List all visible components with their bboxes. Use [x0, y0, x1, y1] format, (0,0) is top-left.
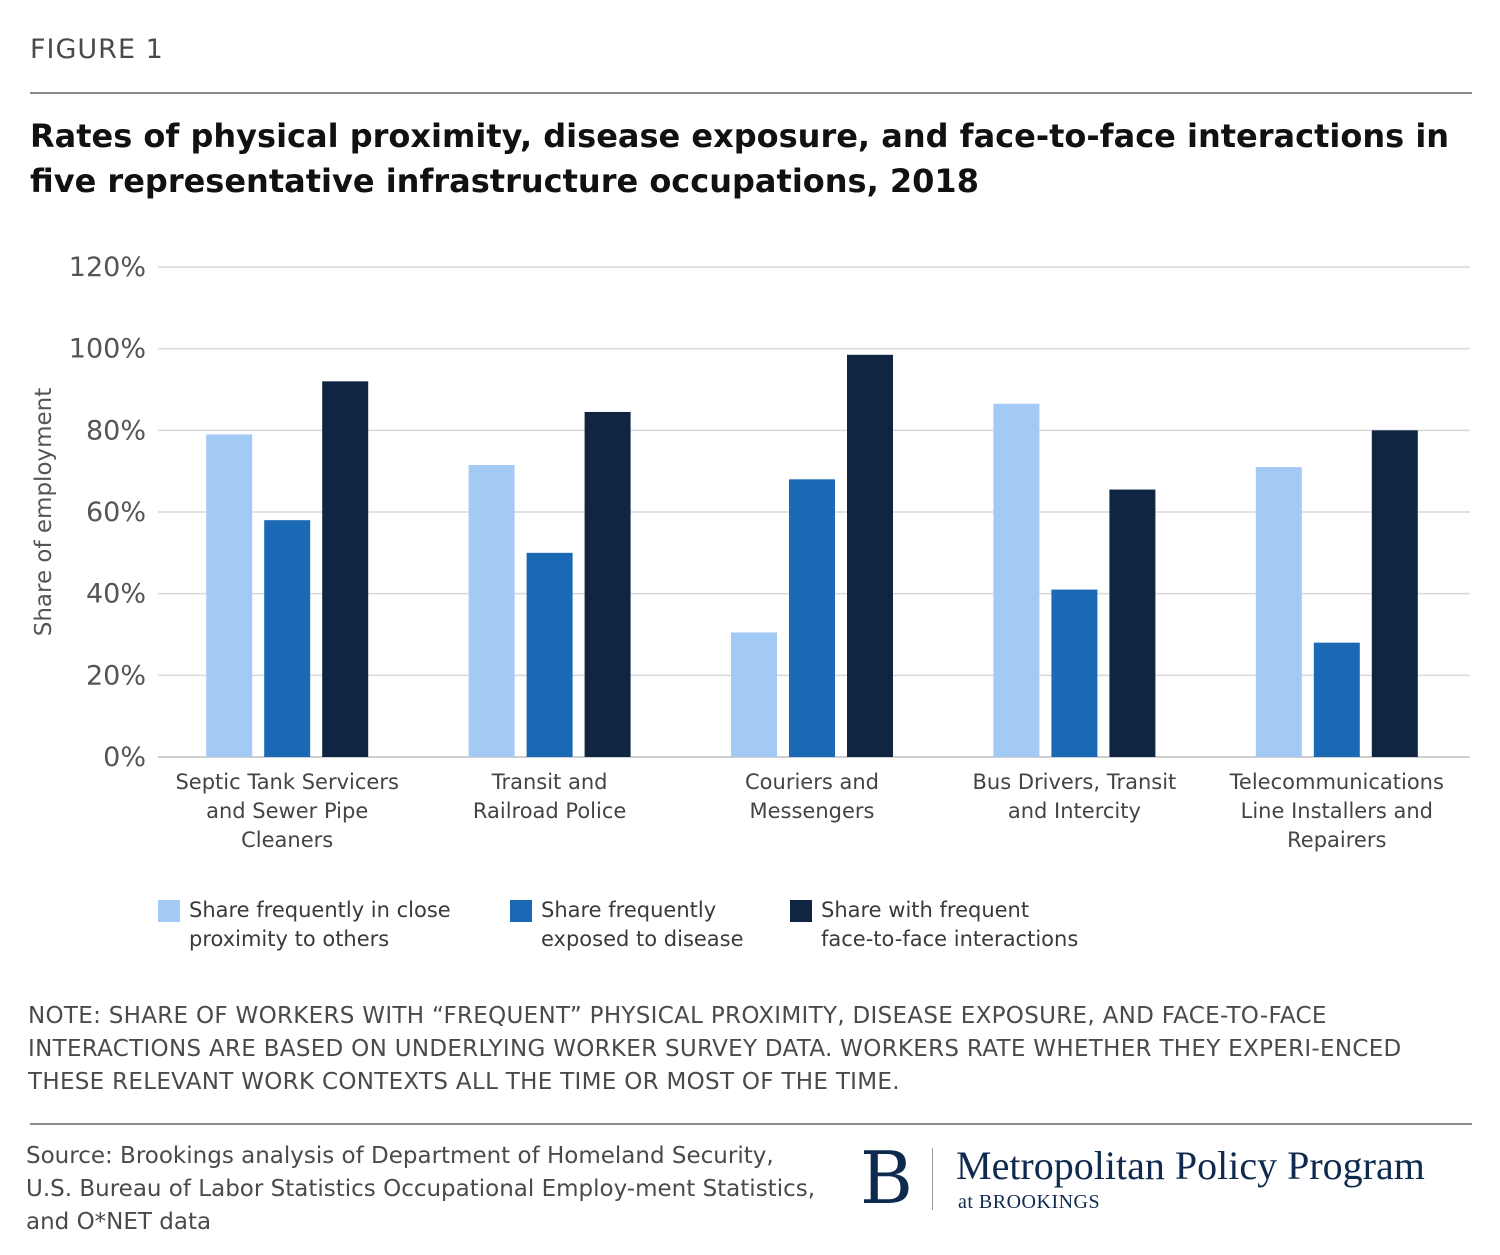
bar: [206, 434, 253, 757]
brookings-logo: B Metropolitan Policy Program at BROOKIN…: [860, 1136, 1480, 1222]
x-tick-label-line: Line Installers and: [1241, 799, 1433, 823]
bottom-divider: [30, 1123, 1472, 1125]
bar: [526, 552, 573, 757]
x-tick-label: Transit and Railroad Police: [473, 770, 626, 823]
x-tick-label-line: Couriers and: [745, 770, 879, 794]
figure-label: FIGURE 1: [30, 34, 164, 65]
bar: [731, 632, 777, 757]
y-tick-label: 0%: [103, 742, 146, 773]
bar-chart: 0% 20% 40% 60% 80% 100% 120% Share of employmen…: [31, 252, 1470, 852]
x-tick-label: Septic Tank Servicers and Sewer Pipe Clean…: [175, 770, 398, 852]
logo-separator: [932, 1148, 933, 1210]
bar: [584, 411, 631, 757]
legend-label: Share frequently in close proximity to ot…: [189, 896, 451, 954]
bar: [322, 381, 369, 757]
x-tick-label-line: Repairers: [1287, 828, 1386, 852]
y-tick-label: 20%: [86, 660, 146, 691]
y-tick-label: 100%: [69, 334, 146, 365]
chart-note: NOTE: SHARE OF WORKERS WITH “FREQUENT” P…: [28, 1003, 1402, 1095]
bar: [789, 479, 835, 757]
chart-source: Source: Brookings analysis of Department…: [26, 1143, 816, 1235]
legend-label-line: Share with frequent: [821, 898, 1030, 922]
bar: [1051, 589, 1098, 757]
x-tick-label-line: Telecommunications: [1229, 770, 1444, 794]
x-tick-label-line: and Intercity: [1008, 799, 1141, 823]
logo-mark: B: [860, 1136, 913, 1220]
legend-label-line: Share frequently: [541, 898, 717, 922]
x-tick-label-line: Bus Drivers, Transit: [972, 770, 1176, 794]
y-axis-label: Share of employment: [31, 388, 57, 637]
y-tick-label: 80%: [86, 415, 146, 446]
bar: [1371, 430, 1418, 757]
y-tick-label: 40%: [86, 579, 146, 610]
legend-item: Share frequently in close proximity to ot…: [158, 896, 451, 954]
x-tick-label-line: Transit and: [491, 770, 608, 794]
legend-item: Share frequently exposed to disease: [510, 896, 744, 954]
bar: [1255, 467, 1302, 757]
legend-label: Share with frequent face-to-face interact…: [821, 896, 1078, 954]
bar: [264, 520, 311, 757]
legend-label-line: Share frequently in close: [189, 898, 451, 922]
legend-item: Share with frequent face-to-face interact…: [790, 896, 1078, 954]
y-tick-label: 120%: [69, 252, 146, 283]
bar: [847, 354, 893, 757]
legend-label-line: proximity to others: [189, 927, 390, 951]
bar: [1313, 642, 1360, 757]
bar: [993, 403, 1040, 757]
legend-label-line: exposed to disease: [541, 927, 744, 951]
y-tick-label: 60%: [86, 497, 146, 528]
legend-swatch: [510, 900, 532, 922]
logo-program-name: Metropolitan Policy Program: [956, 1143, 1425, 1188]
x-tick-label-line: Messengers: [750, 799, 875, 823]
legend-label-line: face-to-face interactions: [821, 927, 1079, 951]
x-tick-label: Bus Drivers, Transit and Intercity: [972, 770, 1176, 823]
x-tick-label: Couriers and Messengers: [745, 770, 879, 823]
x-tick-label-line: Cleaners: [241, 828, 333, 852]
x-tick-label-line: Railroad Police: [473, 799, 626, 823]
legend-swatch: [158, 900, 180, 922]
x-tick-label-line: and Sewer Pipe: [206, 799, 368, 823]
legend-label: Share frequently exposed to disease: [541, 896, 744, 954]
x-tick-label-line: Septic Tank Servicers: [175, 770, 398, 794]
chart-title: Rates of physical proximity, disease exp…: [30, 117, 1450, 200]
top-divider: [30, 92, 1472, 94]
legend-swatch: [790, 900, 812, 922]
bar: [1109, 489, 1156, 757]
logo-subtitle: at BROOKINGS: [958, 1191, 1101, 1213]
bar: [468, 465, 515, 757]
x-tick-label: Telecommunications Line Installers and Rep…: [1229, 770, 1444, 852]
